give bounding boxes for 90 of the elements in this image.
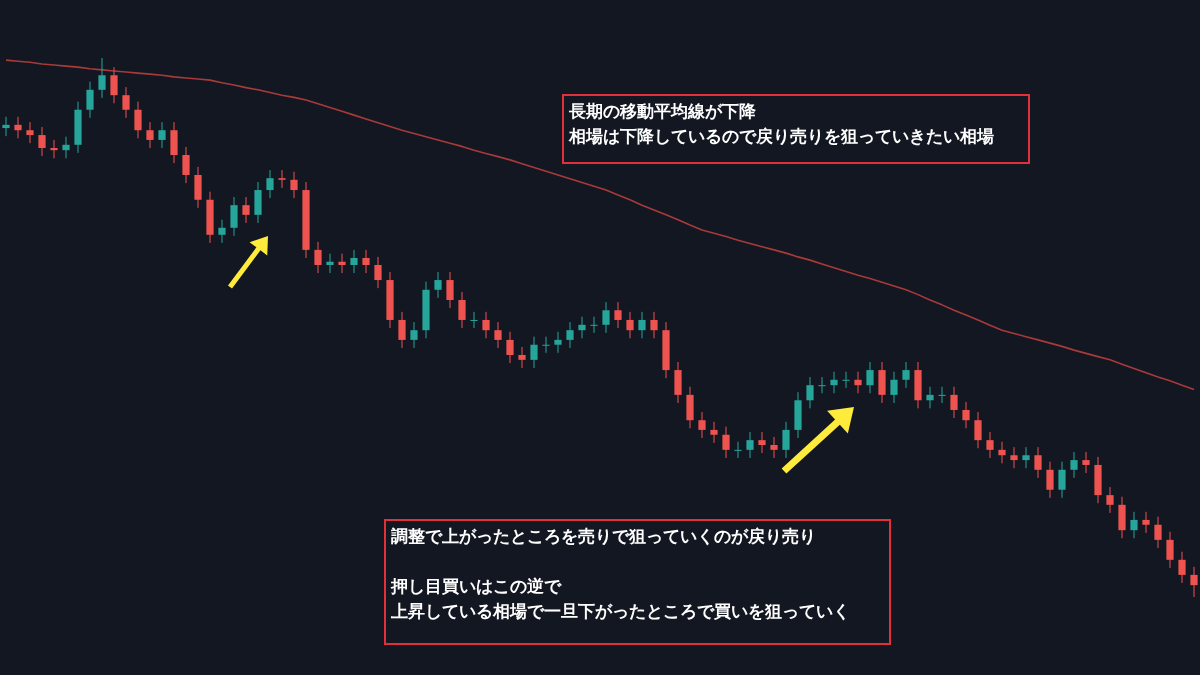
candlestick (326, 253, 334, 274)
candlestick (338, 253, 346, 274)
candlestick (818, 376, 826, 394)
candlestick (98, 57, 106, 99)
candlestick (854, 371, 862, 394)
candlestick (26, 121, 34, 144)
candlestick (614, 301, 622, 329)
candlestick (446, 271, 454, 309)
candlestick (698, 411, 706, 439)
candlestick (578, 316, 586, 339)
candlestick (218, 219, 226, 244)
candlestick (146, 121, 154, 149)
candlestick (182, 146, 190, 184)
candlestick (278, 169, 286, 189)
candlestick (362, 249, 370, 274)
candlestick (1154, 516, 1162, 549)
candlestick (506, 331, 514, 364)
candlestick (266, 169, 274, 199)
candlestick (158, 121, 166, 149)
candlestick (1166, 531, 1174, 569)
annotation-box: 調整で上がったところを売りで狙っていくのが戻り売り 押し目買いはこの逆で 上昇している相場で一旦下がったところで買いを狙っていく (384, 519, 891, 645)
candlestick (758, 431, 766, 454)
candlestick (830, 371, 838, 394)
candlestick (1082, 451, 1090, 474)
candlestick (242, 196, 250, 224)
candlestick (398, 311, 406, 349)
candlestick (566, 321, 574, 349)
candlestick (1022, 446, 1030, 469)
candlestick (890, 371, 898, 404)
candlestick (50, 139, 58, 159)
candlestick (62, 136, 70, 159)
candlestick (1046, 461, 1054, 499)
candlestick (122, 86, 130, 119)
candlestick (2, 116, 10, 137)
candlestick (554, 331, 562, 354)
candlestick (458, 291, 466, 329)
candlestick (782, 421, 790, 459)
candlestick (866, 361, 874, 394)
candlestick (494, 321, 502, 349)
candlestick (902, 361, 910, 389)
candlestick (110, 66, 118, 104)
candlestick (974, 411, 982, 449)
annotation: 調整で上がったところを売りで狙っていくのが戻り売り (391, 526, 816, 546)
candlestick (998, 441, 1006, 464)
annotation-box: 長期の移動平均線が下降 相場は下降しているので戻り売りを狙っていきたい相場 (562, 94, 1030, 164)
candlestick (518, 346, 526, 369)
candlestick (734, 441, 742, 459)
annotation: 押し目買いはこの逆で (390, 576, 562, 596)
candlestick (806, 376, 814, 409)
candlestick (986, 431, 994, 459)
candlestick (926, 386, 934, 409)
candlestick (542, 336, 550, 354)
candlestick (1070, 451, 1078, 479)
candlestick (230, 196, 238, 237)
candlestick (1106, 486, 1114, 514)
candlestick (134, 101, 142, 139)
candlestick (1058, 461, 1066, 499)
candlestick (1130, 511, 1138, 539)
candlestick (638, 311, 646, 339)
candlestick (710, 421, 718, 444)
candlestick (842, 371, 850, 389)
candlestick (290, 171, 298, 199)
candlestick (374, 256, 382, 289)
candlestick (314, 241, 322, 274)
candlestick (38, 126, 46, 157)
candlestick (530, 336, 538, 369)
candlestick (1178, 551, 1186, 584)
candlestick (1034, 446, 1042, 479)
annotation: 長期の移動平均線が下降 (568, 101, 757, 121)
candlestick (434, 271, 442, 299)
candlestick (950, 386, 958, 419)
candlestick (770, 436, 778, 459)
candlestick (1010, 446, 1018, 469)
candlestick (722, 426, 730, 459)
candlestick (962, 401, 970, 429)
candlestick (626, 311, 634, 339)
annotation: 相場は下降しているので戻り売りを狙っていきたい相場 (568, 126, 994, 146)
candlestick (14, 116, 22, 139)
candlestick (746, 431, 754, 459)
candlestick (590, 316, 598, 334)
candlestick (410, 321, 418, 349)
candlestick (1142, 511, 1150, 534)
candlestick (482, 311, 490, 339)
candlestick (350, 249, 358, 274)
candlestick (1190, 566, 1198, 598)
candlestick (86, 81, 94, 119)
candlestick (938, 386, 946, 404)
candlestick (602, 301, 610, 334)
candlestick (650, 311, 658, 339)
candlestick (470, 311, 478, 329)
